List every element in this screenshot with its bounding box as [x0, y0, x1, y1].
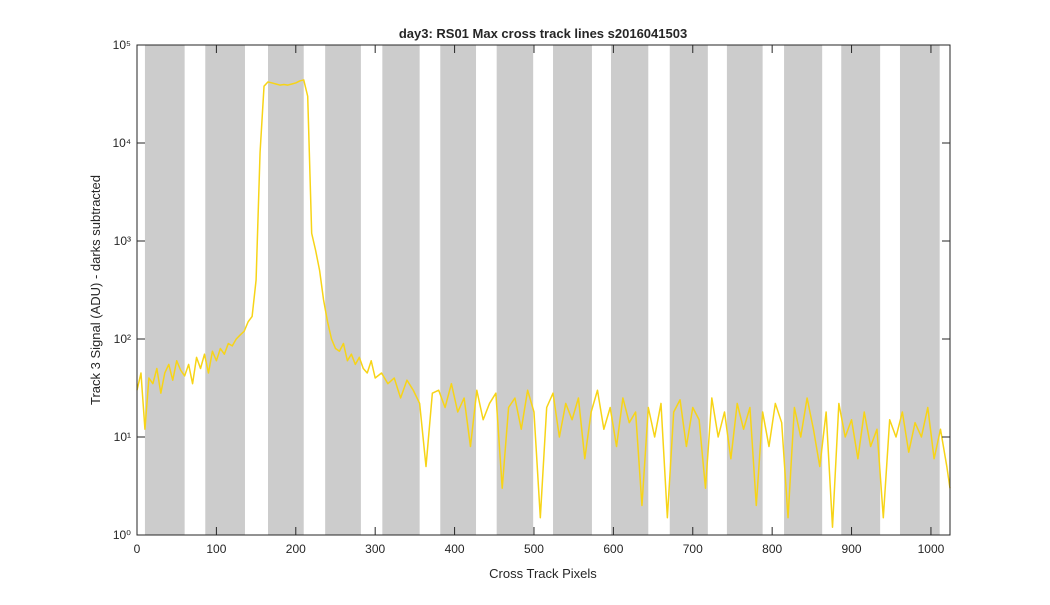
x-tick-label: 600	[603, 542, 623, 556]
y-axis-label: Track 3 Signal (ADU) - darks subtracted	[88, 175, 103, 405]
data-line	[136, 79, 951, 528]
y-tick-label: 10⁰	[113, 528, 131, 542]
y-tick-label: 10¹	[114, 430, 131, 444]
band	[496, 45, 534, 535]
band	[899, 45, 940, 535]
band	[144, 45, 185, 535]
y-tick-label: 10⁴	[112, 136, 131, 150]
x-axis-label: Cross Track Pixels	[489, 566, 597, 581]
band	[610, 45, 649, 535]
x-tick-label: 100	[206, 542, 226, 556]
band	[784, 45, 823, 535]
band	[669, 45, 708, 535]
band	[841, 45, 881, 535]
band	[440, 45, 477, 535]
x-tick-label: 700	[683, 542, 703, 556]
band	[382, 45, 420, 535]
x-tick-label: 400	[445, 542, 465, 556]
x-tick-label: 500	[524, 542, 544, 556]
axes-box	[136, 44, 951, 536]
x-tick-label: 1000	[918, 542, 945, 556]
x-tick-label: 200	[286, 542, 306, 556]
x-tick-label: 800	[762, 542, 782, 556]
chart-title: day3: RS01 Max cross track lines s201604…	[399, 26, 687, 41]
band	[325, 45, 361, 535]
band	[268, 45, 304, 535]
band	[553, 45, 592, 535]
y-tick-label: 10⁵	[113, 38, 131, 52]
x-tick-label: 0	[134, 542, 141, 556]
band	[205, 45, 245, 535]
band	[726, 45, 763, 535]
y-tick-label: 10²	[114, 332, 131, 346]
y-tick-label: 10³	[114, 234, 131, 248]
x-tick-label: 300	[365, 542, 385, 556]
x-tick-label: 900	[842, 542, 862, 556]
